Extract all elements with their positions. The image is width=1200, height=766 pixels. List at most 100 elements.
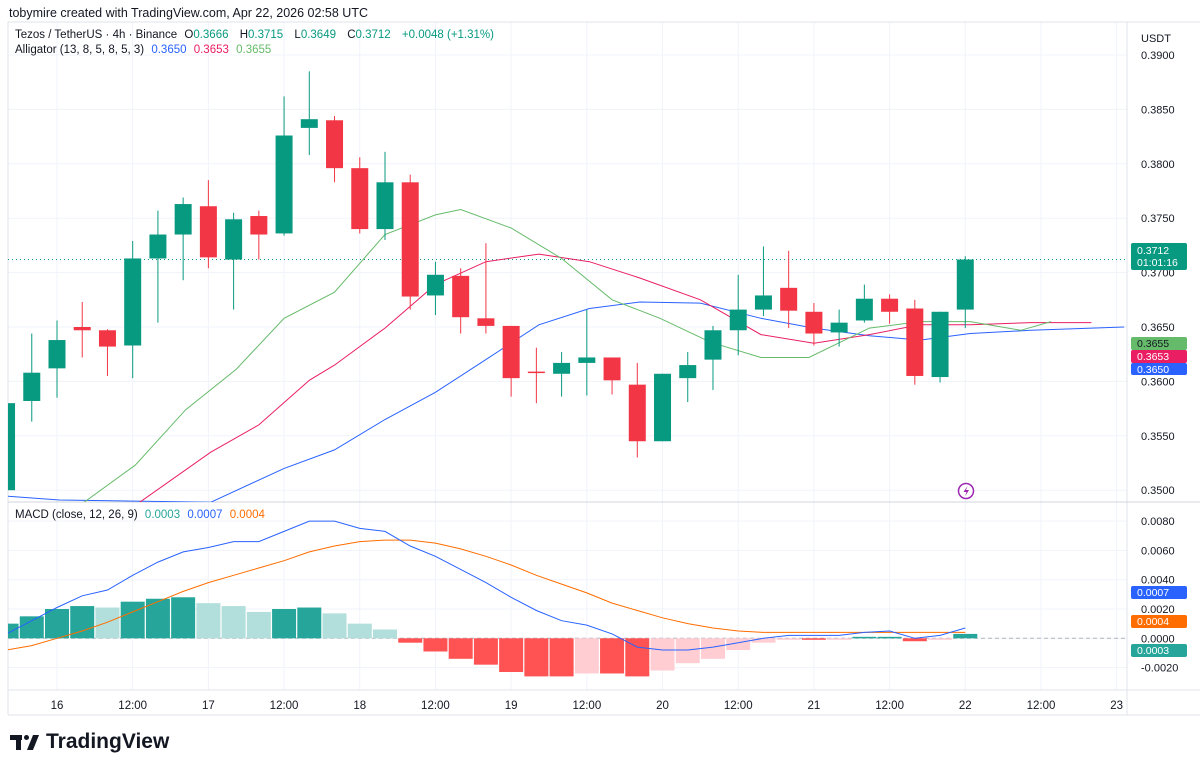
lips-badge: 0.3655 [1137,338,1169,350]
lightning-icon[interactable] [957,482,975,500]
price-tick-label: 0.3550 [1141,431,1175,443]
signal-value: 0.0004 [229,509,265,521]
currency-label: USDT [1141,33,1171,45]
tradingview-logo-icon [10,733,40,751]
macd-pane[interactable] [0,520,1127,677]
candle-body [956,259,974,310]
candle-body [149,234,167,259]
close-label: C [347,29,356,41]
time-tick-label: 12:00 [724,700,753,712]
histogram-bar [246,611,271,639]
time-tick-label: 12:00 [572,700,601,712]
jaw-badge: 0.3650 [1137,364,1169,376]
candle [275,96,293,236]
candle [426,261,444,316]
candle-body [98,330,116,347]
histogram-bar [499,638,524,672]
price-tick-label: 0.3800 [1141,159,1175,171]
price-tick-label: 0.3750 [1141,213,1175,225]
candle [754,246,772,317]
candle [98,329,116,376]
change-value: +0.0048 (+1.31%) [401,29,494,41]
histogram-bar [827,638,852,640]
time-tick-label: 17 [202,700,215,712]
price-tick-label: 0.3900 [1141,50,1175,62]
macd-badge: 0.0007 [1137,587,1169,599]
histogram-bar [423,638,448,652]
histogram-bar [675,638,700,664]
jaw-value: 0.3650 [151,44,187,56]
candle [23,333,41,422]
candle-body [578,357,596,363]
candle-body [628,384,646,442]
symbol-title: Tezos / TetherUS · 4h · Binance [15,29,178,41]
candle-body [48,340,66,369]
histogram-bar [776,638,801,640]
tradingview-logo[interactable]: TradingView [10,730,169,754]
open-value: 0.3666 [193,29,229,41]
histogram-bar [221,606,246,639]
macd-tick-label: 0.0080 [1141,516,1175,528]
macd-tick-label: 0.0000 [1141,633,1175,645]
last-price-badge: 0.3712 [1137,245,1169,257]
price-tick-label: 0.3650 [1141,322,1175,334]
histogram-bar [902,638,927,642]
histogram-bar [877,636,902,639]
candle-body [502,325,520,379]
histogram-bar [8,623,19,639]
histogram-bar [928,638,953,640]
macd-line [8,520,966,651]
candle-body [250,216,268,235]
histogram-bar [171,597,196,639]
time-tick-label: 20 [656,700,669,712]
candle [931,311,949,383]
candle [553,352,571,397]
chart-credit: tobymire created with TradingView.com, A… [9,6,368,20]
candle [906,299,924,385]
grid [8,22,1127,690]
candle [174,197,192,281]
candle-body [8,403,16,491]
macd-tick-label: 0.0060 [1141,545,1175,557]
macd-tick-label: 0.0020 [1141,604,1175,616]
price-tick-label: 0.3700 [1141,268,1175,280]
candle [300,71,318,156]
macd-tick-label: -0.0020 [1141,663,1178,675]
countdown-badge: 01:01:16 [1137,257,1178,269]
candle-body [452,275,470,318]
histogram-bar [852,636,877,639]
price-tick-label: 0.3500 [1141,485,1175,497]
time-tick-label: 22 [959,700,972,712]
candle [527,347,545,404]
lips-value: 0.3655 [236,44,272,56]
candle-body [401,182,419,297]
candle [855,284,873,323]
candle-body [426,274,444,296]
histogram-bar [120,601,145,639]
candle-body [275,135,293,234]
candle [452,268,470,334]
histogram-bar [347,623,372,639]
signal-line [8,539,966,651]
histogram-bar [650,638,675,671]
candle [199,180,217,269]
candle-body [73,327,91,331]
high-label: H [239,29,249,41]
alligator-legend[interactable]: Alligator (13, 8, 5, 8, 5, 3) 0.3650 0.3… [15,44,275,56]
symbol-legend[interactable]: Tezos / TetherUS · 4h · Binance O0.3666 … [15,29,498,41]
histogram-bar [751,638,776,643]
histogram-bar [726,638,751,651]
price-pane[interactable] [0,71,1127,505]
histogram-bar [574,638,599,674]
macd-legend[interactable]: MACD (close, 12, 26, 9) 0.0003 0.0007 0.… [15,509,269,521]
histogram-bar [700,638,725,659]
time-tick-label: 23 [1110,700,1123,712]
histogram-bar [196,603,221,639]
candle [326,115,344,183]
histogram-bar [297,607,322,639]
candle [881,294,899,324]
candle [729,274,747,356]
candle [830,309,848,347]
macd-title: MACD (close, 12, 26, 9) [15,509,138,521]
